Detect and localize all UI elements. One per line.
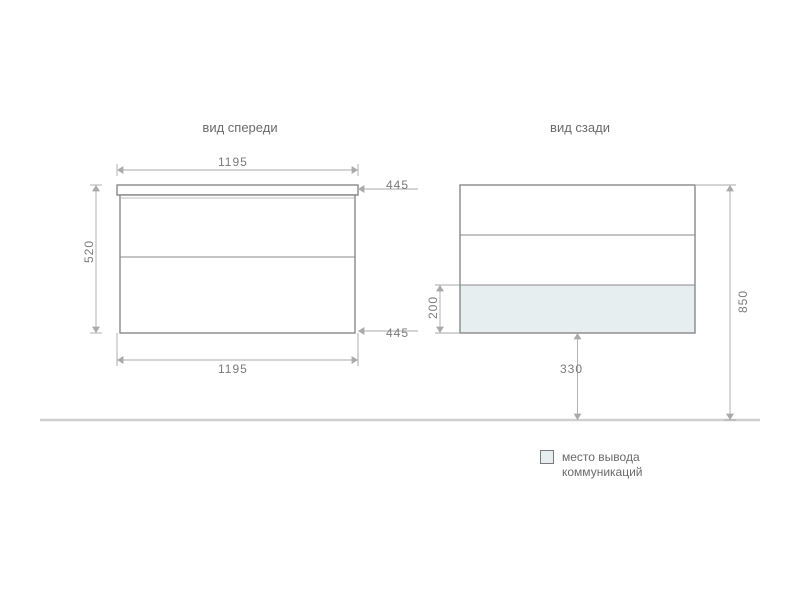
dim-front-height-left: 520 <box>82 240 96 263</box>
dim-back-total-height: 850 <box>736 290 750 313</box>
drawing-svg <box>0 0 800 600</box>
legend-text: место вывода коммуникаций <box>562 450 643 480</box>
dim-back-gap: 330 <box>560 362 583 376</box>
legend-line2: коммуникаций <box>562 465 643 479</box>
dim-back-shade-height: 200 <box>426 296 440 319</box>
legend: место вывода коммуникаций <box>540 450 643 480</box>
technical-drawing: вид спереди вид сзади 1195 1195 520 445 … <box>0 0 800 600</box>
dim-front-width-bottom: 1195 <box>218 362 248 376</box>
dim-front-depth-bottom: 445 <box>386 326 409 340</box>
legend-line1: место вывода <box>562 450 640 464</box>
dim-front-width-top: 1195 <box>218 155 248 169</box>
dim-front-depth-top: 445 <box>386 178 409 192</box>
legend-swatch <box>540 450 554 464</box>
